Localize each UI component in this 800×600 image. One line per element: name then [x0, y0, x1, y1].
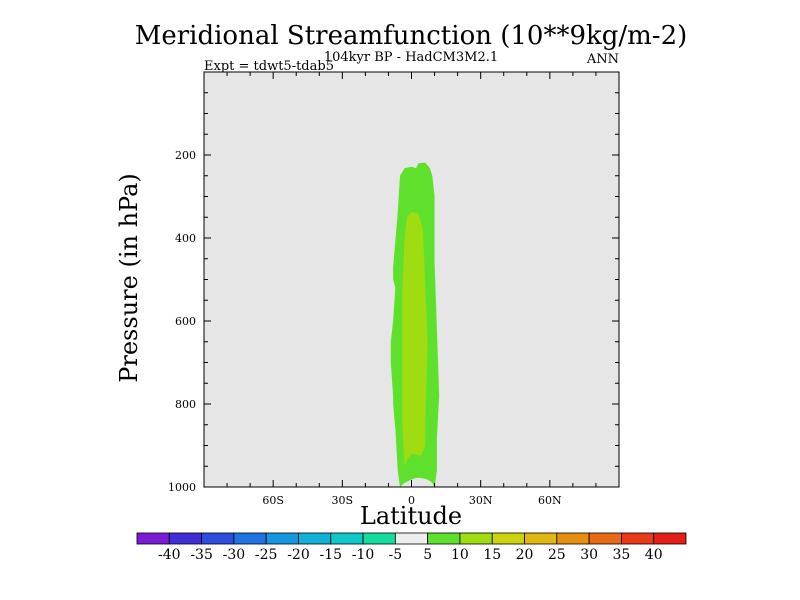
- colorbar-swatch: [588, 532, 622, 545]
- contour-regions: [390, 162, 440, 487]
- chart-title: Meridional Streamfunction (10**9kg/m-2): [135, 21, 688, 51]
- y-tick-label: 800: [175, 398, 196, 411]
- colorbar-swatch: [459, 532, 493, 545]
- colorbar-label: 20: [516, 547, 534, 563]
- y-ticks: 200 400 600 800 1000: [168, 92, 619, 494]
- y-axis-title: Pressure (in hPa): [115, 173, 143, 383]
- colorbar-label: -5: [389, 547, 403, 563]
- y-tick-label: 600: [175, 315, 196, 328]
- y-tick-label: 400: [175, 232, 196, 245]
- plot-border: [203, 71, 620, 488]
- x-axis-title: Latitude: [360, 502, 462, 530]
- colorbar-swatch: [201, 532, 235, 545]
- colorbar-label: -30: [223, 547, 246, 563]
- x-tick-label: 0: [408, 494, 415, 507]
- colorbar-swatch: [330, 532, 364, 545]
- x-tick-label: 30S: [332, 494, 354, 507]
- x-tick-label: 60S: [262, 494, 284, 507]
- colorbar-label: 10: [451, 547, 469, 563]
- colorbar: -40 -35 -30 -25 -20 -15 -10 -5 5 10 15 20 25 30 35 40: [136, 532, 687, 563]
- colorbar-swatch: [362, 532, 396, 545]
- colorbar-label: 40: [645, 547, 663, 563]
- colorbar-swatch: [298, 532, 332, 545]
- colorbar-label: -35: [190, 547, 213, 563]
- colorbar-swatch: [168, 532, 202, 545]
- colorbar-swatch: [427, 532, 461, 545]
- colorbar-label: 30: [580, 547, 598, 563]
- colorbar-label: -15: [319, 547, 342, 563]
- colorbar-label: -10: [352, 547, 375, 563]
- x-tick-label: 30N: [469, 494, 493, 507]
- colorbar-swatch: [491, 532, 525, 545]
- colorbar-swatch: [653, 532, 687, 545]
- colorbar-swatch: [265, 532, 299, 545]
- colorbar-swatch: [556, 532, 590, 545]
- x-tick-label: 60N: [538, 494, 562, 507]
- colorbar-label: 5: [423, 547, 432, 563]
- chart-subtitle: 104kyr BP - HadCM3M2.1: [324, 50, 498, 65]
- colorbar-swatch: [394, 532, 429, 545]
- colorbar-label: -20: [287, 547, 310, 563]
- colorbar-swatch: [136, 532, 170, 545]
- y-tick-label: 200: [175, 149, 196, 162]
- colorbar-label: 25: [548, 547, 566, 563]
- season-label: ANN: [586, 52, 619, 67]
- colorbar-label: 35: [612, 547, 630, 563]
- contour-region-2: [402, 212, 428, 467]
- colorbar-swatch: [233, 532, 267, 545]
- colorbar-label: -25: [255, 547, 278, 563]
- y-tick-label: 1000: [168, 481, 196, 494]
- colorbar-label: 15: [483, 547, 501, 563]
- x-ticks: 60S 30S 0 30N 60N: [226, 72, 597, 507]
- colorbar-swatch: [524, 532, 558, 545]
- colorbar-label: -40: [158, 547, 181, 563]
- colorbar-swatch: [621, 532, 655, 545]
- experiment-label: Expt = tdwt5-tdab5: [204, 59, 334, 74]
